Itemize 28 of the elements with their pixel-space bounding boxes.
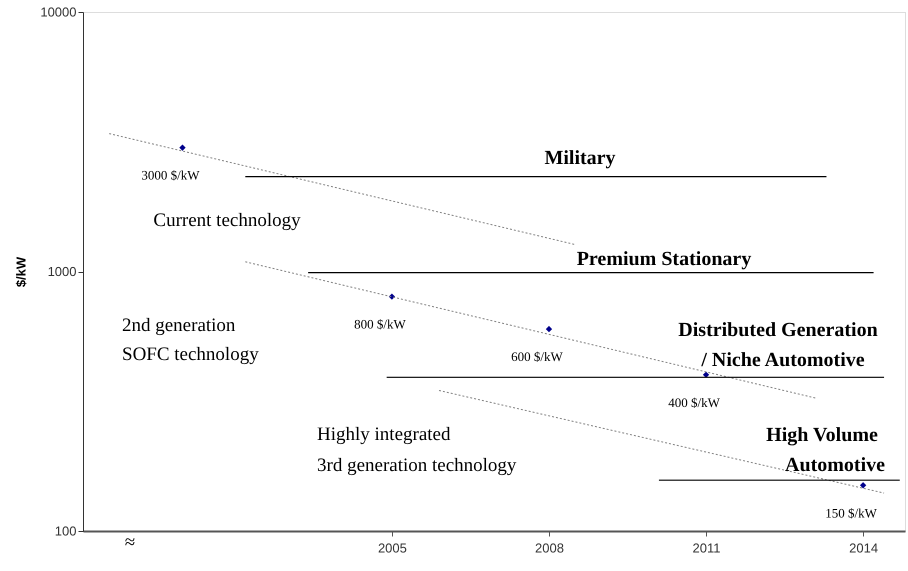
annotation: Premium Stationary [576, 248, 752, 270]
data-label: 400 $/kW [668, 394, 721, 410]
point [860, 482, 866, 488]
x-tick-label: 2011 [692, 540, 721, 556]
annotation: Current technology [153, 210, 302, 231]
y-tick-label: 10000 [40, 4, 76, 20]
point [546, 326, 552, 332]
y-tick-label: 1000 [48, 264, 76, 279]
x-tick-label: 2014 [849, 540, 878, 556]
data-label: 600 $/kW [511, 349, 564, 364]
y-axis-title: $/kW [13, 256, 28, 288]
x-tick-label: 2005 [378, 540, 407, 556]
annotation: Military [544, 147, 616, 169]
annotation: 3rd generation technology [317, 455, 517, 476]
point [179, 144, 186, 151]
annotation: 2nd generation [122, 315, 236, 336]
annotation: High Volume [766, 424, 878, 446]
annotation: / Niche Automotive [700, 349, 865, 371]
annotation: Distributed Generation [678, 319, 878, 341]
annotation: Highly integrated [317, 424, 451, 445]
data-label: 3000 $/kW [141, 168, 200, 183]
annotation: Automotive [785, 454, 886, 476]
data-label: 150 $/kW [825, 505, 878, 520]
text: ≈ [124, 532, 136, 553]
x-tick-label: 2008 [535, 540, 564, 556]
y-tick-label: 100 [54, 524, 76, 538]
annotation: SOFC technology [122, 344, 260, 365]
data-label: 800 $/kW [354, 316, 406, 332]
